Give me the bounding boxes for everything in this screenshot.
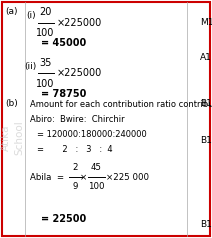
Text: Amount for each contribution ratio contributions:: Amount for each contribution ratio contr…: [30, 100, 212, 109]
Text: = 120000:180000:240000: = 120000:180000:240000: [37, 130, 147, 139]
Text: Atika
School: Atika School: [1, 121, 24, 155]
Text: Abila  =: Abila =: [30, 173, 64, 182]
Text: 100: 100: [36, 79, 55, 89]
Text: A1: A1: [200, 53, 212, 62]
Text: ×: ×: [80, 173, 87, 182]
Text: B1: B1: [200, 99, 212, 108]
Text: 35: 35: [39, 58, 52, 68]
Text: 9: 9: [73, 182, 78, 191]
Text: =       2   :   3   :  4: = 2 : 3 : 4: [37, 145, 113, 154]
Text: = 22500: = 22500: [41, 214, 86, 224]
Text: ×225000: ×225000: [56, 18, 101, 28]
Text: (i): (i): [26, 11, 36, 20]
Text: 45: 45: [91, 163, 102, 172]
Text: Abiro:  Bwire:  Chirchir: Abiro: Bwire: Chirchir: [30, 115, 124, 124]
Text: 100: 100: [88, 182, 105, 191]
Text: (ii): (ii): [24, 62, 37, 71]
Text: 100: 100: [36, 28, 55, 38]
Text: 2: 2: [73, 163, 78, 172]
Text: 20: 20: [39, 7, 52, 17]
Text: ×225000: ×225000: [56, 68, 101, 78]
Text: = 78750: = 78750: [41, 89, 87, 99]
Text: (b): (b): [5, 99, 18, 108]
Text: = 45000: = 45000: [41, 38, 86, 48]
Text: M1: M1: [200, 18, 212, 27]
Text: (a): (a): [5, 7, 18, 16]
Text: ×225 000: ×225 000: [106, 173, 149, 182]
Text: B1: B1: [200, 136, 212, 145]
Text: B1: B1: [200, 220, 212, 229]
